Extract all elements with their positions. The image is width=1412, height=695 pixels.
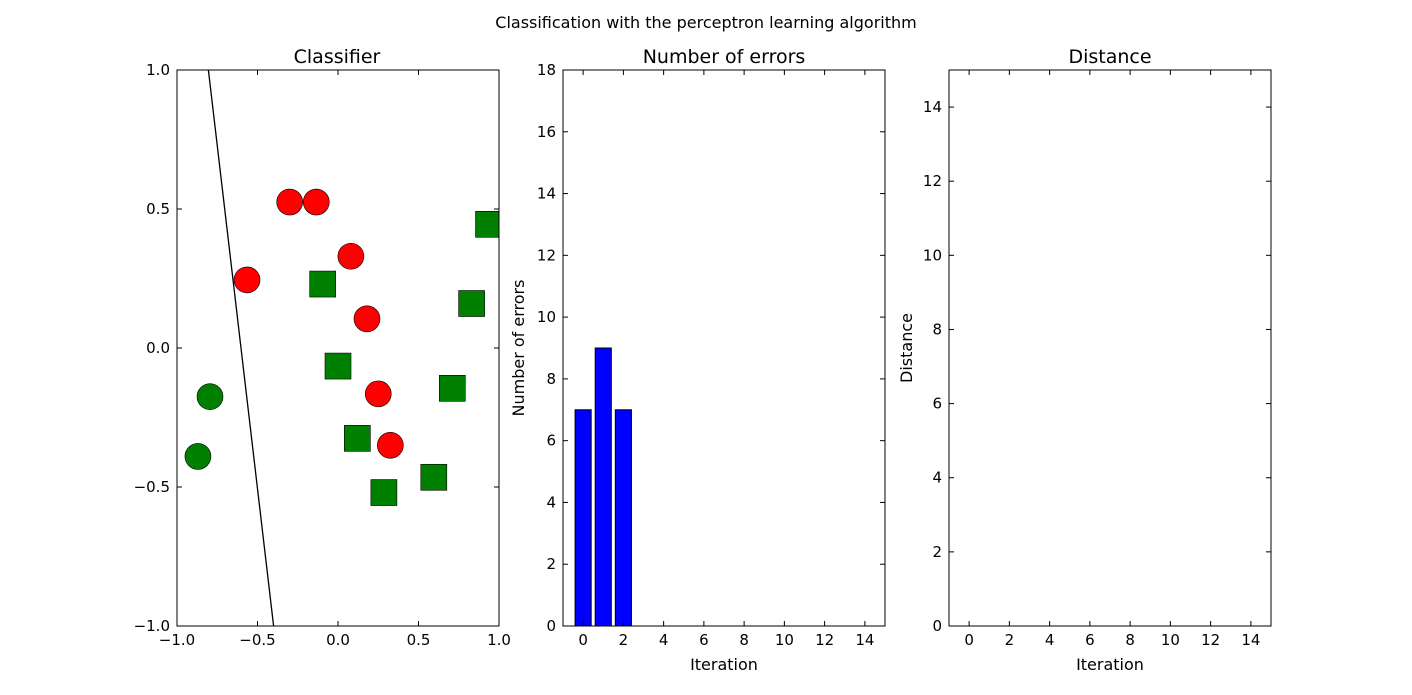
distance-ytick-label: 2 — [932, 543, 942, 561]
distance-xtick-label: 14 — [1241, 631, 1260, 649]
errors-xtick-label: 10 — [775, 631, 794, 649]
distance-xtick-label: 8 — [1125, 631, 1135, 649]
red-circle-point — [276, 188, 304, 216]
distance-xtick-label: 4 — [1045, 631, 1055, 649]
errors-title: Number of errors — [643, 46, 806, 68]
distance-title: Distance — [1068, 46, 1151, 68]
red-circle-point — [337, 242, 365, 270]
green-square-point — [439, 375, 466, 402]
classifier-ytick-label: −0.5 — [134, 478, 170, 496]
errors-ytick-label: 10 — [537, 308, 556, 326]
classifier-ytick-label: −1.0 — [134, 617, 170, 635]
errors-ytick-label: 16 — [537, 123, 556, 141]
classifier-title: Classifier — [294, 46, 381, 68]
errors-ytick-label: 18 — [537, 61, 556, 79]
errors-plot-area — [574, 347, 632, 627]
classifier-ticks: −1.0 −0.5 0.0 0.5 1.0 −1.0 −0.5 0.0 0.5 1.0 — [134, 61, 511, 649]
red-circle-point — [353, 305, 381, 333]
errors-ytick-label: 2 — [546, 555, 556, 573]
error-bar-iteration-2 — [614, 409, 632, 627]
classifier-xtick-label: 0.5 — [407, 631, 431, 649]
green-square-point — [324, 352, 352, 380]
distance-ytick-label: 10 — [923, 246, 942, 264]
errors-ytick-label: 8 — [546, 370, 556, 388]
classifier-frame — [176, 69, 500, 627]
classifier-ytick-label: 0.0 — [146, 339, 170, 357]
green-square-point — [420, 463, 448, 491]
green-square-point — [370, 479, 398, 506]
classifier-markers — [184, 188, 499, 506]
green-square-point — [458, 290, 485, 317]
green-circle-point — [184, 443, 212, 470]
errors-xtick-label: 0 — [578, 631, 588, 649]
errors-xtick-label: 14 — [855, 631, 874, 649]
distance-xtick-label: 6 — [1085, 631, 1095, 649]
green-square-point — [344, 425, 371, 452]
distance-frame — [948, 69, 1272, 627]
errors-ytick-label: 14 — [537, 185, 556, 203]
classifier-subplot: Classifier −1.0 −0.5 0.0 0.5 1.0 −1.0 −0.5 0.0 0… — [134, 46, 511, 649]
green-circle-point — [196, 383, 224, 410]
error-bar-iteration-1 — [594, 347, 612, 627]
classifier-xtick-label: 1.0 — [487, 631, 511, 649]
green-square-point — [475, 210, 499, 238]
errors-xtick-label: 6 — [699, 631, 709, 649]
errors-xtick-label: 4 — [659, 631, 669, 649]
distance-ticks: 0 2 4 6 8 10 12 14 0 2 4 6 8 10 12 14 — [923, 70, 1271, 649]
classifier-ytick-label: 1.0 — [146, 61, 170, 79]
errors-xtick-label: 12 — [815, 631, 834, 649]
red-circle-point — [377, 431, 404, 459]
errors-xlabel: Iteration — [690, 655, 758, 674]
classifier-ytick-label: 0.5 — [146, 200, 170, 218]
errors-xtick-label: 2 — [619, 631, 629, 649]
green-square-point — [309, 270, 337, 298]
errors-subplot: Number of errors 0 2 4 6 8 10 12 14 0 2 4 6 8 10 12 14 1… — [509, 46, 886, 674]
classifier-plot-area — [184, 69, 499, 627]
errors-xtick-label: 8 — [739, 631, 749, 649]
distance-ytick-label: 6 — [932, 395, 942, 413]
classifier-xtick-label: −0.5 — [239, 631, 275, 649]
distance-ytick-label: 0 — [932, 617, 942, 635]
distance-subplot: Distance 0 2 4 6 8 10 12 14 0 2 4 6 8 10 12 14 Iteratio… — [897, 46, 1272, 674]
distance-ytick-label: 4 — [932, 469, 942, 487]
errors-ytick-label: 4 — [546, 493, 556, 511]
errors-ytick-label: 0 — [546, 617, 556, 635]
classifier-xtick-label: −1.0 — [159, 631, 195, 649]
error-bar-iteration-0 — [574, 409, 592, 627]
distance-ytick-label: 12 — [923, 172, 942, 190]
distance-xtick-label: 2 — [1005, 631, 1015, 649]
distance-ylabel: Distance — [897, 313, 916, 383]
errors-ylabel: Number of errors — [509, 280, 528, 417]
decision-boundary-line — [207, 69, 275, 627]
errors-ytick-label: 12 — [537, 246, 556, 264]
distance-xtick-label: 10 — [1161, 631, 1180, 649]
errors-frame — [562, 69, 886, 627]
distance-ytick-label: 8 — [932, 320, 942, 338]
red-circle-point — [233, 266, 261, 294]
distance-xlabel: Iteration — [1076, 655, 1144, 674]
distance-xtick-label: 0 — [964, 631, 974, 649]
red-circle-point — [364, 380, 392, 408]
errors-ytick-label: 6 — [546, 432, 556, 450]
distance-ytick-label: 14 — [923, 98, 942, 116]
red-circle-point — [302, 188, 330, 216]
distance-xtick-label: 12 — [1201, 631, 1220, 649]
errors-ticks: 0 2 4 6 8 10 12 14 0 2 4 6 8 10 12 14 16 18 — [537, 61, 885, 649]
figure-suptitle: Classification with the perceptron learn… — [495, 13, 916, 32]
classifier-xtick-label: 0.0 — [326, 631, 350, 649]
